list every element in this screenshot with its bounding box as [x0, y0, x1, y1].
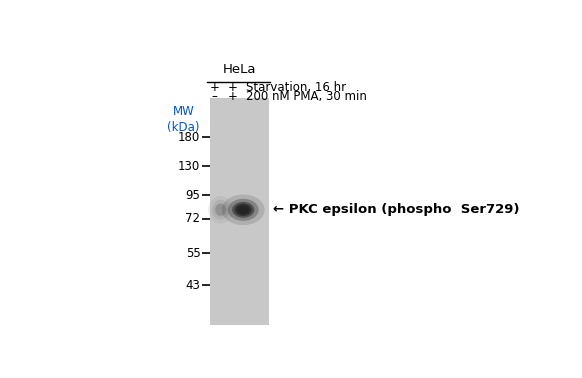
- Text: +: +: [210, 81, 220, 94]
- Ellipse shape: [222, 195, 265, 225]
- Ellipse shape: [235, 204, 252, 216]
- Text: 72: 72: [186, 212, 200, 225]
- Text: 43: 43: [186, 279, 200, 292]
- Ellipse shape: [208, 196, 233, 224]
- Ellipse shape: [237, 206, 249, 214]
- Text: +: +: [228, 90, 238, 103]
- Bar: [210, 98, 269, 325]
- Text: Starvation, 16 hr: Starvation, 16 hr: [246, 81, 346, 94]
- Text: ← PKC epsilon (phospho  Ser729): ← PKC epsilon (phospho Ser729): [274, 203, 520, 216]
- Text: 180: 180: [178, 130, 200, 144]
- Text: –: –: [212, 90, 218, 103]
- Text: 130: 130: [178, 160, 200, 173]
- Ellipse shape: [215, 203, 226, 217]
- Text: MW
(kDa): MW (kDa): [167, 105, 200, 134]
- Ellipse shape: [216, 204, 226, 215]
- Text: HeLa: HeLa: [223, 63, 257, 76]
- Ellipse shape: [228, 199, 258, 221]
- Text: +: +: [228, 81, 238, 94]
- Text: 95: 95: [186, 189, 200, 202]
- Text: 55: 55: [186, 247, 200, 260]
- Ellipse shape: [212, 200, 230, 220]
- Ellipse shape: [232, 202, 254, 218]
- Text: 200 nM PMA, 30 min: 200 nM PMA, 30 min: [246, 90, 367, 103]
